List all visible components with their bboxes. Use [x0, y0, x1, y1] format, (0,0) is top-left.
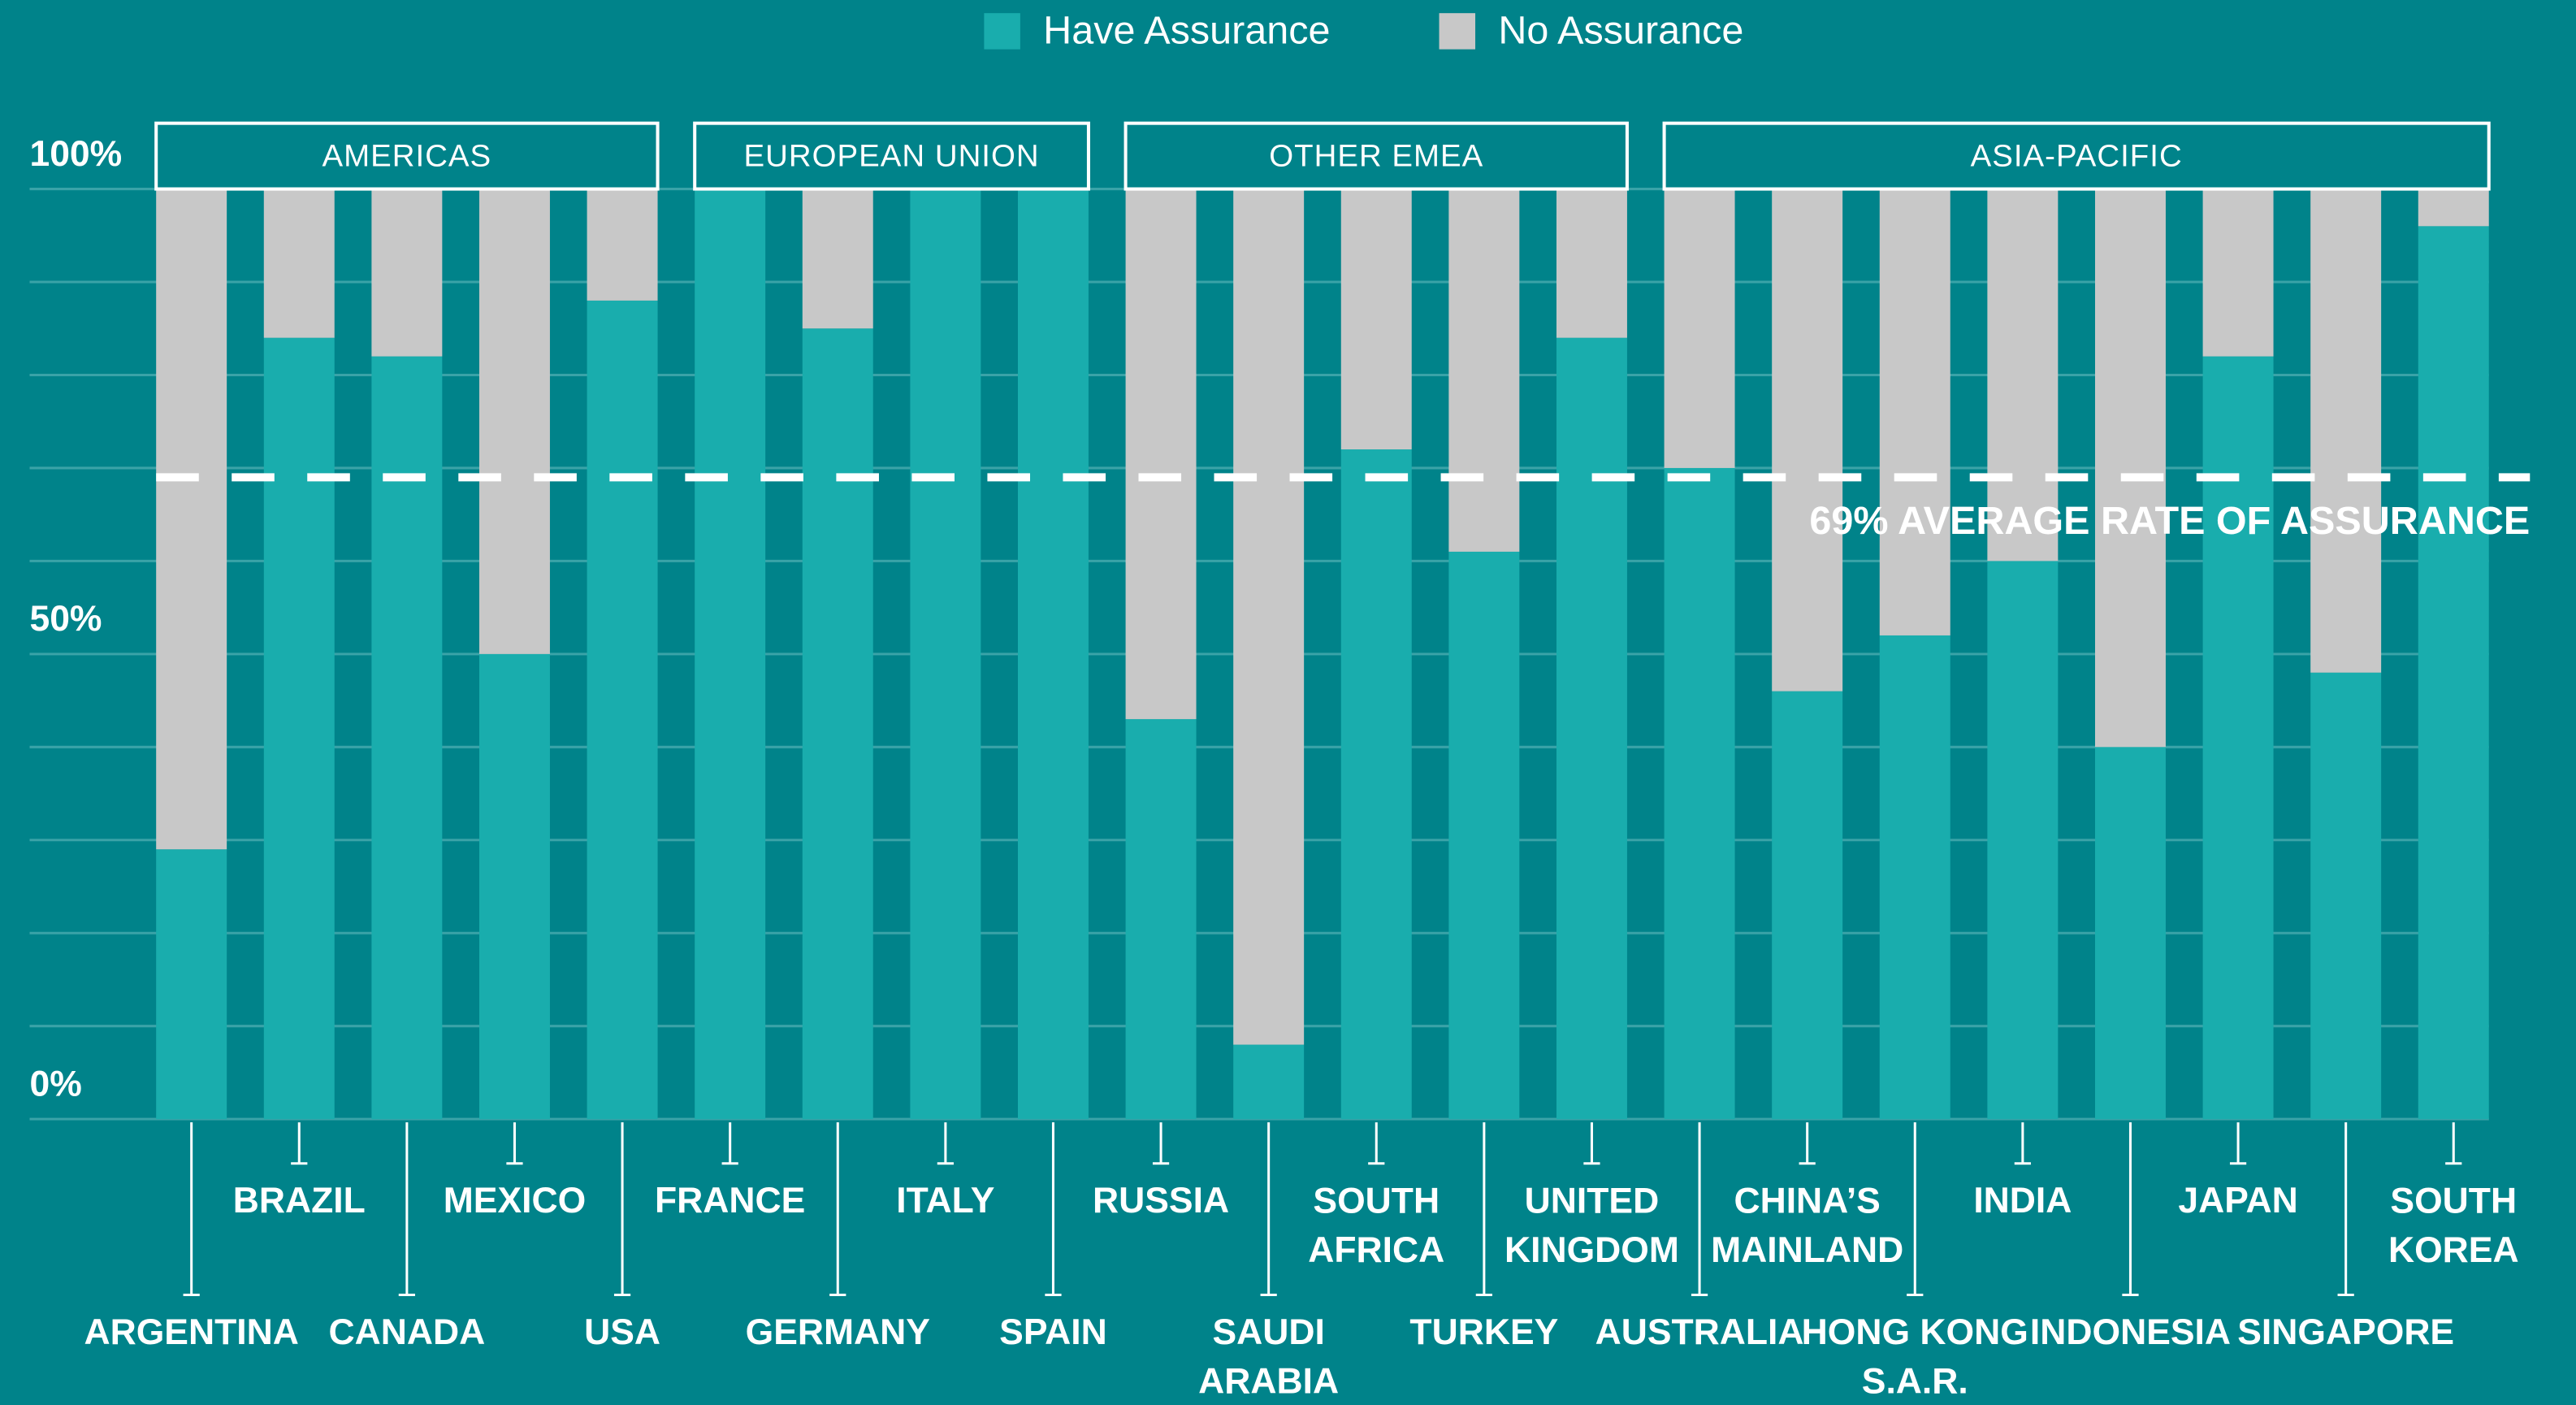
x-tick-label: INDIA	[1973, 1181, 2072, 1221]
x-tick-label: SINGAPORE	[2237, 1312, 2454, 1352]
bar-segment	[1125, 718, 1197, 1120]
legend-label: Have Assurance	[1043, 8, 1330, 52]
x-tick-label: ITALY	[896, 1181, 994, 1221]
bar-segment	[1340, 449, 1412, 1120]
group-box	[1123, 121, 1629, 191]
x-tick-label: UNITED KINGDOM	[1504, 1181, 1679, 1270]
group-label: EUROPEAN UNION	[744, 138, 1040, 173]
bar-segment	[1879, 189, 1950, 635]
legend-swatch	[984, 13, 1020, 50]
bar-segment	[2202, 189, 2274, 357]
bar-segment	[695, 189, 766, 1120]
x-tick-label: BRAZIL	[233, 1181, 366, 1221]
bar-segment	[2094, 747, 2166, 1120]
bar-segment	[263, 189, 335, 338]
bar-segment	[1233, 189, 1305, 1045]
x-tick-label: RUSSIA	[1093, 1181, 1229, 1221]
bar-segment	[1233, 1044, 1305, 1120]
bar-segment	[1017, 189, 1089, 1120]
average-label: 69% AVERAGE RATE OF ASSURANCE	[1809, 499, 2530, 543]
bar-segment	[1125, 189, 1197, 719]
bar-segment	[1448, 551, 1520, 1120]
bar-segment	[156, 189, 227, 850]
bar-segment	[2418, 189, 2489, 227]
bar-segment	[1987, 561, 2059, 1120]
x-tick-label: TURKEY	[1409, 1312, 1558, 1352]
x-tick-label: SOUTH KOREA	[2388, 1181, 2519, 1270]
x-tick-label: USA	[584, 1312, 660, 1352]
x-tick-label: GERMANY	[746, 1312, 930, 1352]
x-tick-label: CHINA’S MAINLAND	[1711, 1181, 1903, 1270]
bar-segment	[2310, 672, 2382, 1120]
x-tick-label: SAUDI ARABIA	[1198, 1312, 1339, 1402]
x-tick-label: CANADA	[329, 1312, 486, 1352]
y-tick-label: 50%	[29, 599, 102, 639]
group-label: ASIA-PACIFIC	[1971, 138, 2183, 173]
bar-segment	[1340, 189, 1412, 450]
bar-segment	[1772, 189, 1843, 692]
bar-segment	[156, 849, 227, 1120]
legend-label: No Assurance	[1498, 8, 1743, 52]
bar-segment	[478, 189, 550, 654]
group-label: OTHER EMEA	[1269, 138, 1483, 173]
group-box	[154, 121, 660, 191]
bar-segment	[263, 337, 335, 1120]
bar-segment	[2094, 189, 2166, 748]
bar-segment	[2418, 226, 2489, 1120]
bar-segment	[371, 356, 443, 1120]
bar-segment	[371, 189, 443, 357]
bar-segment	[1879, 635, 1950, 1120]
bar-segment	[1772, 691, 1843, 1120]
x-tick-label: HONG KONG S.A.R.	[1802, 1312, 2028, 1402]
x-tick-label: JAPAN	[2178, 1181, 2297, 1221]
legend-swatch	[1439, 13, 1476, 50]
x-tick-label: ARGENTINA	[84, 1312, 298, 1352]
bar-segment	[1556, 189, 1627, 338]
bar-segment	[1448, 189, 1520, 552]
bar-segment	[2202, 356, 2274, 1120]
bar-segment	[1556, 337, 1627, 1120]
group-box	[1662, 121, 2491, 191]
group-box	[693, 121, 1090, 191]
bar-segment	[1987, 189, 2059, 562]
bar-segment	[1664, 189, 1735, 468]
x-tick-label: MEXICO	[444, 1181, 586, 1221]
bar-segment	[910, 189, 981, 1120]
x-tick-label: INDONESIA	[2030, 1312, 2231, 1352]
x-tick-label: SPAIN	[999, 1312, 1107, 1352]
bar-segment	[478, 653, 550, 1120]
bar-segment	[802, 328, 873, 1120]
y-tick-label: 0%	[29, 1064, 81, 1104]
bar-segment	[587, 189, 658, 301]
bar-segment	[802, 189, 873, 329]
x-tick-label: AUSTRALIA	[1595, 1312, 1804, 1352]
bar-segment	[587, 300, 658, 1120]
group-label: AMERICAS	[323, 138, 492, 173]
y-tick-label: 100%	[29, 134, 122, 174]
bar-segment	[1664, 467, 1735, 1120]
x-tick-label: FRANCE	[655, 1181, 805, 1221]
bar-segment	[2310, 189, 2382, 673]
x-tick-label: SOUTH AFRICA	[1308, 1181, 1444, 1270]
